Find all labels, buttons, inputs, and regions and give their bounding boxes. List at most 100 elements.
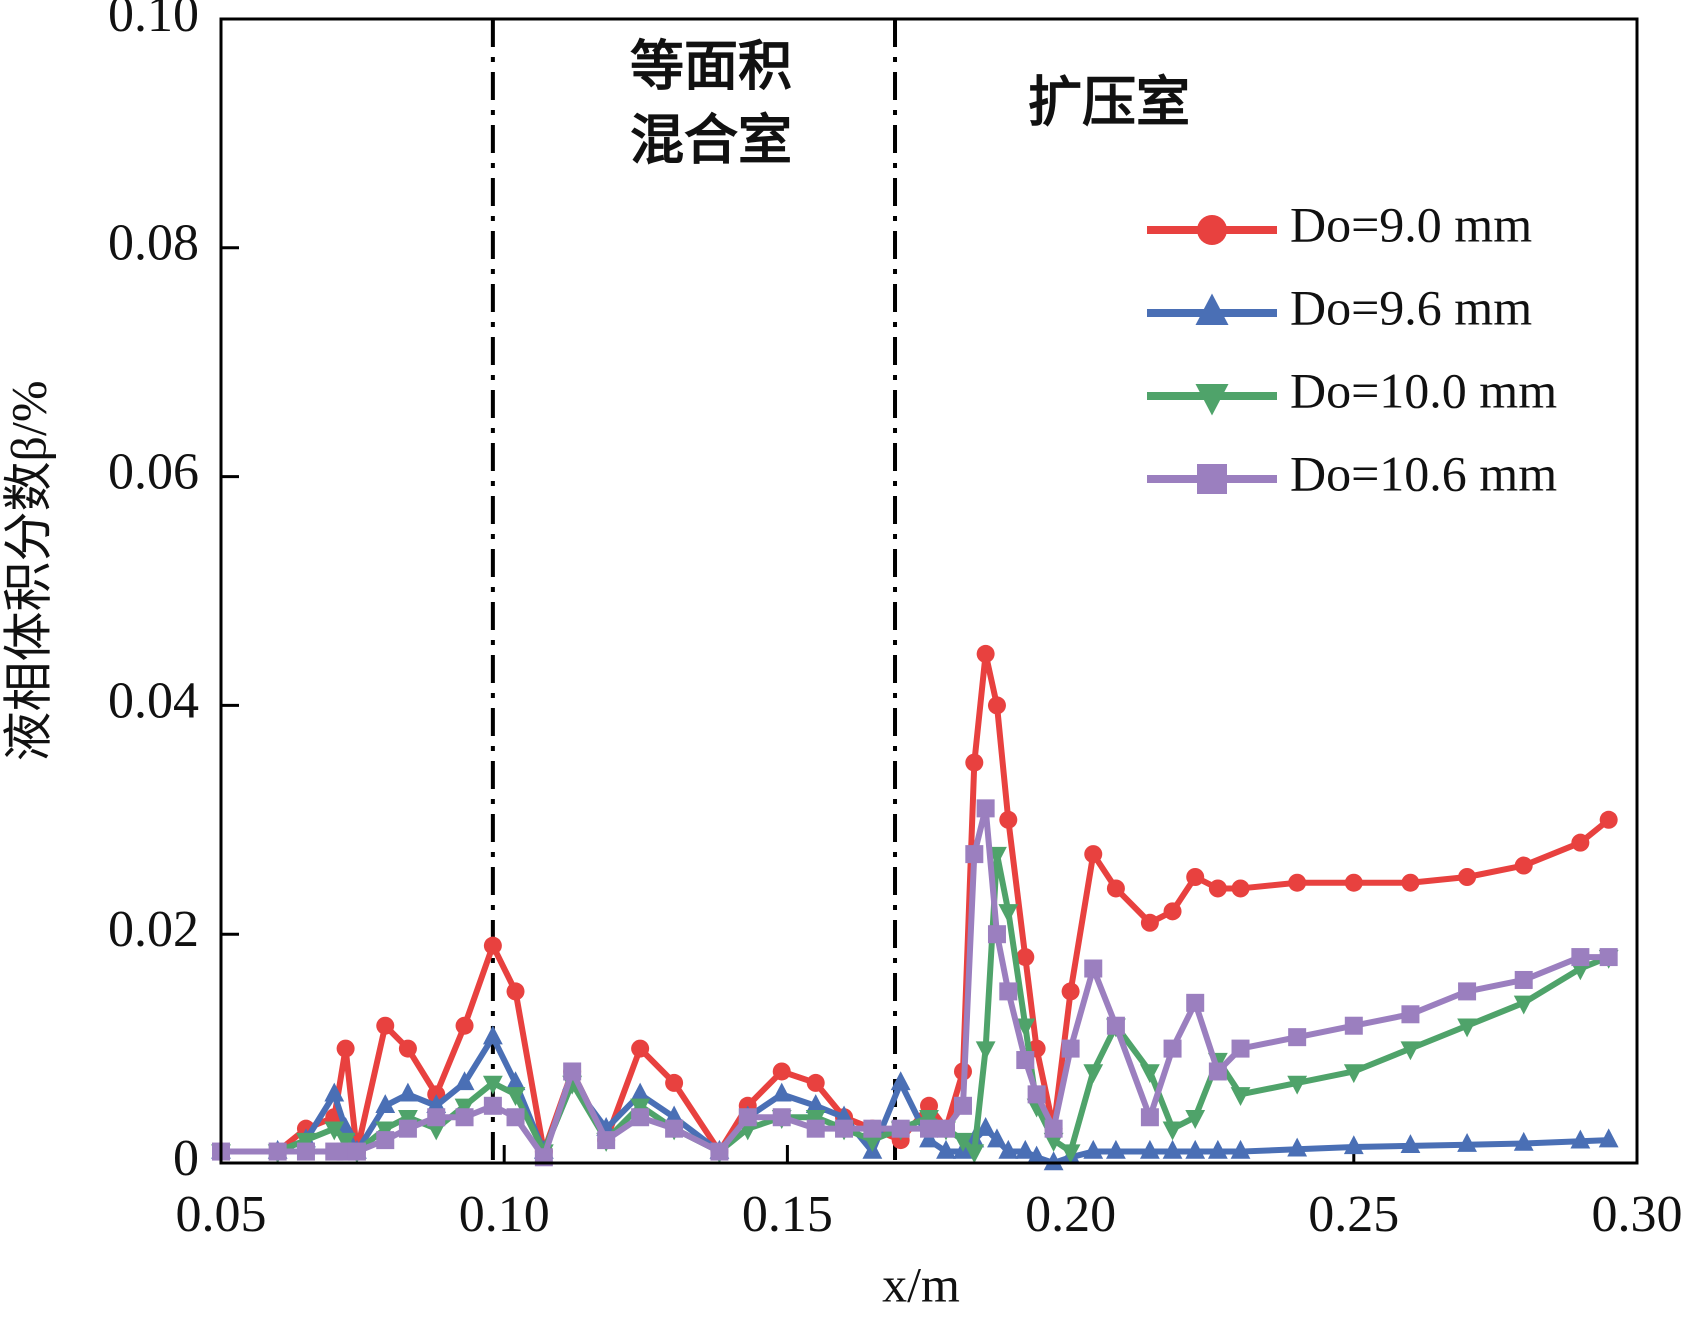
point (1106, 879, 1125, 898)
point (631, 1108, 650, 1127)
point (375, 1094, 396, 1113)
point (1140, 913, 1159, 932)
plot-frame (219, 17, 1639, 1165)
y-tick-label: 0.04 (108, 672, 199, 729)
y-tick-label: 0 (173, 1130, 199, 1187)
point (1186, 868, 1205, 886)
point (483, 936, 502, 955)
point (1185, 1110, 1206, 1129)
point (1061, 982, 1080, 1001)
point (936, 1139, 956, 1159)
point (976, 644, 995, 663)
point (1230, 1087, 1251, 1107)
point (1343, 1135, 1364, 1155)
series-line (221, 650, 1611, 1155)
point (1231, 1039, 1250, 1058)
point (890, 1071, 911, 1091)
point (665, 1119, 684, 1138)
point (665, 1073, 684, 1092)
point (1027, 1085, 1046, 1104)
point (1044, 1119, 1063, 1138)
point (805, 1110, 826, 1129)
point (1026, 1145, 1047, 1165)
point (987, 925, 1006, 944)
point (1084, 845, 1103, 864)
point (1162, 1139, 1183, 1159)
point (1208, 879, 1227, 898)
legend-label: Do=9.6 mm (1290, 279, 1532, 335)
point (1457, 1132, 1477, 1152)
point (975, 1116, 996, 1136)
point (772, 1062, 791, 1081)
y-tick-label: 0.02 (108, 901, 199, 958)
point (1139, 1139, 1160, 1159)
point (1570, 1129, 1591, 1149)
point (398, 1039, 417, 1058)
point (975, 1041, 996, 1061)
point (1163, 902, 1182, 921)
point (1083, 1064, 1104, 1084)
point (999, 982, 1018, 1001)
point (987, 1128, 1007, 1148)
legend-label: Do=10.6 mm (1290, 445, 1557, 501)
point (965, 753, 984, 772)
x-tick-label: 0.10 (459, 1186, 550, 1243)
point (1288, 1028, 1307, 1047)
point (1015, 1018, 1036, 1038)
point (1016, 1051, 1035, 1070)
y-tick-label: 0.08 (108, 215, 199, 272)
point (455, 1108, 474, 1127)
point (335, 1132, 356, 1152)
point (998, 1139, 1019, 1159)
point (1043, 1151, 1064, 1171)
point (936, 1119, 955, 1138)
point (987, 696, 1006, 715)
point (506, 982, 525, 1001)
point (296, 1132, 316, 1152)
point (710, 1142, 729, 1161)
point (1162, 1121, 1183, 1141)
point (268, 1142, 287, 1161)
point (1599, 810, 1618, 829)
point (953, 1096, 972, 1115)
point (398, 1082, 418, 1102)
point (1287, 1137, 1308, 1157)
point (482, 1075, 503, 1095)
point (806, 1073, 825, 1092)
point (1016, 948, 1035, 967)
legend-marker (1195, 293, 1229, 325)
point (1599, 948, 1618, 967)
y-axis-label: 液相体积分数β/% (0, 381, 56, 762)
point (1015, 1139, 1036, 1159)
point (1140, 1108, 1159, 1127)
point (376, 1016, 395, 1035)
point (1344, 873, 1363, 892)
x-tick-label: 0.25 (1308, 1186, 1399, 1243)
point (505, 1071, 526, 1091)
y-tick-label: 0.10 (108, 0, 199, 43)
point (976, 799, 995, 818)
point (835, 1119, 854, 1138)
point (738, 1108, 757, 1127)
point (891, 1119, 910, 1138)
x-tick-label: 0.30 (1592, 1186, 1683, 1243)
point (1208, 1062, 1227, 1081)
point (296, 1142, 315, 1161)
point (1288, 873, 1307, 892)
point (805, 1094, 826, 1113)
point (772, 1108, 791, 1127)
legend-label: Do=9.0 mm (1290, 196, 1532, 252)
point (630, 1098, 651, 1118)
point (347, 1142, 366, 1161)
point (1400, 1134, 1421, 1154)
point (1060, 1144, 1081, 1164)
point (1457, 1018, 1477, 1038)
point (863, 1119, 882, 1138)
x-tick-label: 0.05 (176, 1186, 267, 1243)
legend-marker (1197, 215, 1227, 245)
point (1287, 1075, 1308, 1095)
point (630, 1082, 651, 1102)
point (1186, 993, 1205, 1012)
point (1106, 1139, 1126, 1159)
legend-label: Do=10.0 mm (1290, 362, 1557, 418)
